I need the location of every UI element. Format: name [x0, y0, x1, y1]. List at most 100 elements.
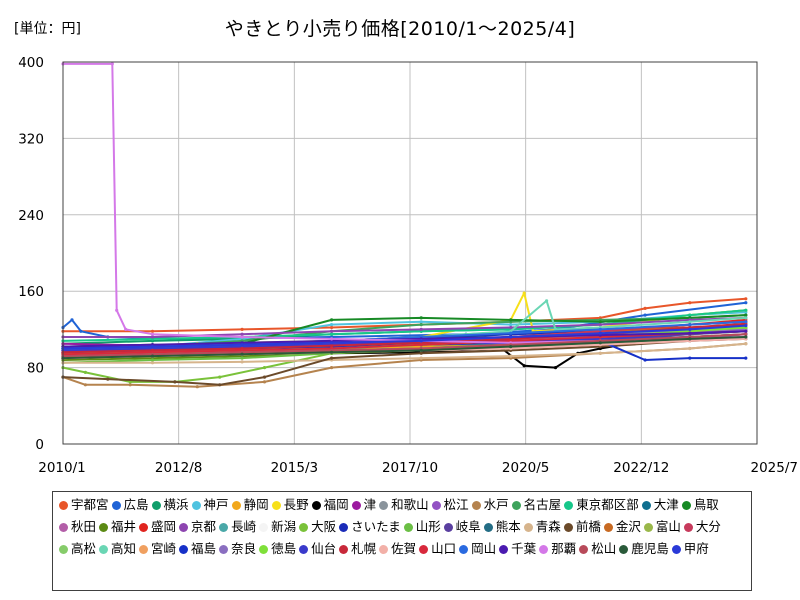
- data-point: [744, 335, 748, 339]
- data-point: [688, 301, 692, 305]
- data-point: [150, 354, 155, 358]
- data-point: [262, 375, 267, 379]
- legend-item: 徳島: [259, 538, 296, 560]
- data-point: [419, 323, 423, 327]
- data-point: [509, 354, 513, 358]
- legend-item: 高松: [59, 538, 96, 560]
- legend-swatch: [259, 545, 269, 554]
- legend-item: 水戸: [471, 494, 509, 516]
- data-point: [150, 335, 155, 339]
- data-point: [643, 313, 647, 317]
- legend-item: 高知: [99, 538, 136, 560]
- y-tick-label: 240: [18, 208, 44, 224]
- legend-label: 和歌山: [391, 497, 429, 512]
- legend-item: 福島: [179, 538, 216, 560]
- legend-swatch: [299, 545, 309, 554]
- data-point: [688, 327, 692, 331]
- legend-swatch: [99, 523, 109, 532]
- data-point: [150, 332, 155, 336]
- data-point: [744, 356, 748, 360]
- data-point: [598, 323, 602, 327]
- legend-swatch: [511, 501, 521, 510]
- data-point: [240, 335, 244, 339]
- legend-label: 札幌: [351, 541, 377, 556]
- data-point: [553, 366, 558, 370]
- legend-item: 前橋: [563, 516, 601, 538]
- legend-item: 東京都区部: [564, 494, 639, 516]
- legend-label: 大阪: [311, 519, 337, 534]
- data-point: [330, 341, 334, 345]
- legend-item: 福岡: [311, 494, 349, 516]
- legend-swatch: [563, 523, 573, 532]
- data-point: [744, 332, 748, 336]
- data-point: [330, 344, 334, 348]
- data-point: [744, 320, 748, 324]
- legend-swatch: [431, 501, 441, 510]
- x-tick-label: 2022/12: [613, 460, 669, 476]
- data-point: [173, 380, 177, 384]
- data-point: [330, 323, 334, 327]
- y-tick-label: 160: [18, 284, 44, 300]
- legend-swatch: [179, 545, 189, 554]
- data-point: [598, 320, 602, 324]
- data-point: [744, 313, 748, 317]
- x-tick-label: 2012/8: [155, 460, 203, 476]
- data-point: [688, 331, 692, 335]
- data-point: [643, 306, 647, 310]
- legend-swatch: [179, 523, 189, 532]
- legend-item: 山口: [419, 538, 456, 560]
- legend-label: 京都: [191, 519, 217, 534]
- legend-label: 津: [363, 497, 377, 512]
- legend-label: 福岡: [323, 497, 349, 512]
- legend-swatch: [99, 545, 109, 554]
- legend-item: 山形: [403, 516, 441, 538]
- legend-item: 神戸: [191, 494, 229, 516]
- data-point: [83, 383, 87, 387]
- legend-swatch: [379, 501, 389, 510]
- legend-swatch: [683, 523, 693, 532]
- legend-swatch: [139, 545, 149, 554]
- legend-label: 福島: [191, 541, 217, 556]
- data-point: [419, 316, 423, 320]
- data-point: [83, 370, 87, 374]
- data-point: [330, 337, 334, 341]
- data-point: [509, 325, 513, 330]
- data-point: [106, 377, 110, 381]
- legend-swatch: [443, 523, 453, 532]
- legend-item: さいたま: [339, 516, 401, 538]
- data-point: [744, 316, 748, 320]
- data-point: [150, 329, 155, 333]
- legend-swatch: [564, 501, 574, 510]
- legend-label: 富山: [655, 519, 681, 534]
- legend-item: 福井: [99, 516, 136, 538]
- data-point: [419, 327, 423, 331]
- legend-swatch: [681, 501, 691, 510]
- data-point: [150, 358, 155, 362]
- legend-label: 奈良: [231, 541, 257, 556]
- legend-item: 宮崎: [139, 538, 176, 560]
- data-point: [79, 329, 83, 333]
- y-tick-label: 80: [27, 361, 44, 377]
- legend-label: 岡山: [471, 541, 497, 556]
- legend-swatch: [111, 501, 121, 510]
- legend-label: 神戸: [203, 497, 229, 512]
- series-line: [63, 62, 746, 344]
- legend-swatch: [403, 523, 413, 532]
- legend-label: 甲府: [683, 541, 709, 556]
- data-point: [115, 308, 119, 312]
- legend-label: 岐阜: [455, 519, 481, 534]
- legend-swatch: [271, 501, 281, 510]
- data-point: [744, 329, 748, 333]
- data-point: [688, 356, 692, 360]
- y-tick-label: 400: [18, 55, 44, 71]
- legend-label: 秋田: [71, 519, 97, 534]
- legend-label: 名古屋: [523, 497, 562, 512]
- y-tick-label: 0: [35, 437, 44, 453]
- legend-item: 津: [351, 494, 377, 516]
- data-point: [70, 318, 74, 322]
- data-point: [509, 335, 513, 339]
- data-point: [419, 343, 423, 347]
- legend-label: 新潟: [271, 519, 297, 534]
- legend-label: 鹿児島: [631, 541, 669, 556]
- legend-label: 青森: [535, 519, 561, 534]
